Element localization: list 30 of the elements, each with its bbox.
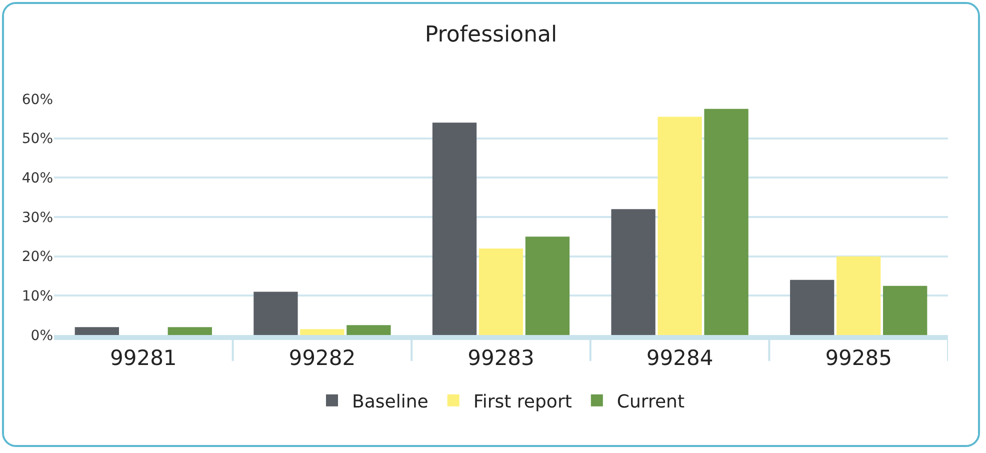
legend-label: First report — [473, 391, 572, 412]
bar — [168, 327, 212, 335]
bar — [611, 209, 656, 335]
y-tick-label: 20% — [22, 249, 53, 266]
y-tick-label: 10% — [22, 288, 53, 305]
bar — [658, 116, 702, 335]
bar — [254, 292, 298, 335]
bar — [704, 108, 748, 335]
bar — [300, 329, 344, 335]
bar — [432, 122, 477, 335]
x-tick-label: 99283 — [468, 346, 534, 370]
x-tick-label: 99282 — [288, 346, 356, 370]
y-tick-label: 40% — [22, 170, 53, 187]
x-tick-label: 99285 — [825, 346, 892, 370]
bar — [346, 325, 391, 335]
bar — [883, 286, 928, 335]
chart-title: Professional — [424, 22, 558, 48]
x-tick-label: 99281 — [110, 346, 177, 370]
y-tick-label: 0% — [30, 328, 53, 344]
legend-label: Baseline — [352, 391, 428, 412]
y-tick-label: 50% — [22, 131, 53, 148]
y-tick-label: 60% — [22, 92, 53, 108]
bar — [74, 327, 119, 335]
legend-label: Current — [616, 391, 685, 412]
y-tick-label: 30% — [22, 210, 53, 226]
bar — [790, 280, 834, 335]
x-tick-label: 99284 — [646, 346, 714, 370]
bar — [525, 236, 570, 335]
bar — [836, 256, 881, 335]
bar — [478, 248, 524, 335]
